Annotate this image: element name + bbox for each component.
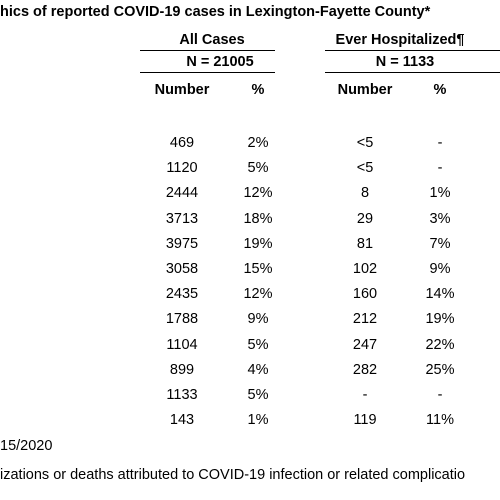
cell: 282 (352, 361, 378, 378)
cell: 2435 (165, 286, 199, 303)
cell: 3713 (165, 210, 199, 227)
total: N = 21005 (186, 54, 254, 70)
cell: 899 (169, 361, 195, 378)
cell: 5% (247, 160, 269, 177)
cell: 8 (360, 185, 370, 202)
cell: 5% (247, 387, 269, 403)
cell: 247 (352, 336, 378, 353)
cell: 469 (169, 135, 195, 151)
cell: 22% (425, 336, 455, 353)
cell: - (437, 387, 443, 403)
cell: 25% (425, 361, 455, 378)
cell: <5 (356, 135, 374, 151)
underline (140, 50, 275, 51)
title: hics of reported COVID-19 cases in Lexin… (0, 4, 431, 20)
cell: 3058 (165, 261, 199, 277)
underline (325, 50, 500, 51)
cell: 29 (356, 210, 374, 227)
underline (140, 72, 275, 73)
column-header: % (251, 82, 265, 98)
cell: 2444 (165, 185, 199, 202)
cell: 14% (425, 286, 455, 303)
cell: 4% (247, 361, 269, 378)
cell: 1120 (166, 160, 198, 177)
cell: 19% (243, 235, 273, 252)
cell: 1104 (166, 336, 198, 353)
cell: 119 (353, 412, 377, 429)
cell: 3975 (165, 235, 199, 252)
cell: 2% (247, 135, 269, 151)
cell: 1% (429, 185, 451, 202)
cell: 102 (352, 261, 378, 277)
cell: - (437, 135, 443, 151)
cell: - (437, 160, 443, 177)
cell: 9% (429, 261, 451, 277)
cell: 143 (169, 412, 195, 429)
cell: 12% (243, 286, 273, 303)
group-header: Ever Hospitalized¶ (335, 32, 465, 48)
cell: 15% (243, 261, 273, 277)
cell: 18% (243, 210, 273, 227)
cell: 1% (247, 412, 269, 429)
footnote: izations or deaths attributed to COVID-1… (0, 467, 466, 483)
cell: 212 (352, 311, 378, 328)
column-header: % (433, 82, 447, 98)
cell: 12% (243, 185, 273, 202)
cell: 1133 (166, 387, 198, 403)
group-header: All Cases (179, 32, 245, 48)
cell: - (362, 387, 368, 403)
cell: 19% (425, 311, 455, 328)
cell: 1788 (165, 311, 199, 328)
underline (325, 72, 500, 73)
cell: 7% (429, 235, 451, 252)
cell: 9% (247, 311, 269, 328)
cell: 11% (426, 412, 454, 429)
footnote: 15/2020 (0, 438, 53, 454)
cell: 5% (247, 336, 269, 353)
cell: 160 (352, 286, 378, 303)
cell: <5 (356, 160, 374, 177)
column-header: Number (154, 82, 210, 98)
column-header: Number (337, 82, 393, 98)
total: N = 1133 (375, 54, 435, 70)
cell: 3% (429, 210, 451, 227)
cell: 81 (356, 235, 374, 252)
